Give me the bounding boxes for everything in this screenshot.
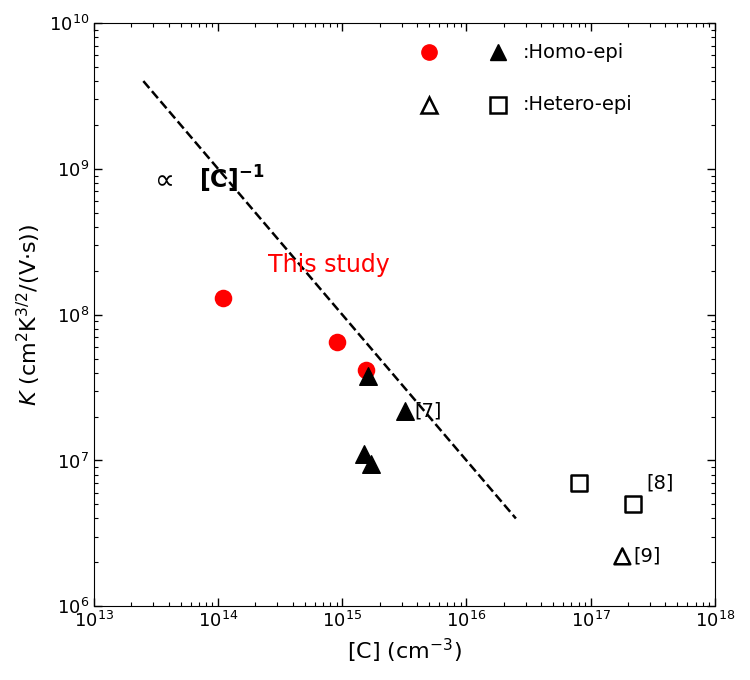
Text: [7]: [7] — [414, 401, 442, 420]
Point — [573, 477, 585, 488]
Text: This study: This study — [268, 253, 389, 277]
Point — [331, 337, 343, 347]
Text: $\propto$: $\propto$ — [149, 165, 174, 193]
Text: [9]: [9] — [633, 547, 661, 566]
Text: $\mathbf{[C]^{-1}}$: $\mathbf{[C]^{-1}}$ — [199, 164, 264, 194]
Point — [627, 499, 639, 510]
Point — [362, 371, 374, 381]
Point — [360, 364, 372, 375]
Text: :Homo-epi: :Homo-epi — [522, 43, 623, 62]
Point — [399, 405, 411, 416]
Point — [358, 449, 370, 460]
Y-axis label: $K$ (cm$^2$K$^{3/2}$/(V·s)): $K$ (cm$^2$K$^{3/2}$/(V·s)) — [15, 224, 44, 406]
Point — [217, 292, 229, 303]
X-axis label: [C] (cm$^{-3}$): [C] (cm$^{-3}$) — [346, 636, 462, 665]
Text: :Hetero-epi: :Hetero-epi — [522, 95, 632, 114]
Text: [8]: [8] — [646, 473, 674, 492]
Point — [616, 551, 628, 562]
Point — [365, 458, 377, 469]
